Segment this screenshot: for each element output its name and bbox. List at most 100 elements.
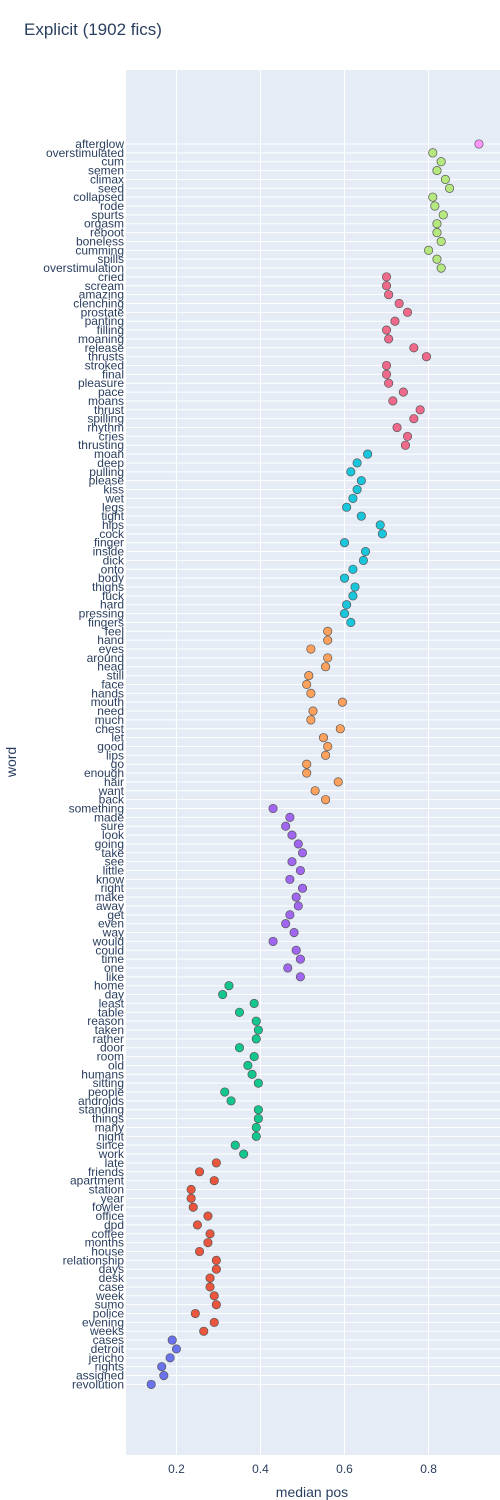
y-tick-label: thrusting	[78, 438, 124, 452]
data-point	[323, 653, 333, 663]
data-point	[224, 981, 234, 991]
y-tick-label: moan	[94, 447, 124, 461]
data-point	[388, 396, 398, 406]
y-axis-title: word	[3, 747, 19, 778]
data-point	[323, 741, 333, 752]
data-point	[281, 821, 291, 831]
data-point	[230, 1140, 240, 1150]
y-tick-label: filling	[97, 323, 124, 337]
y-tick-label: time	[101, 952, 124, 966]
y-tick-label: fingers	[88, 615, 124, 629]
y-tick-label: afterglow	[75, 137, 124, 151]
y-tick-label: apartment	[70, 1174, 125, 1188]
data-point	[285, 874, 295, 884]
y-tick-label: reason	[87, 1014, 124, 1028]
y-tick-label: made	[94, 810, 124, 824]
data-point	[220, 1087, 230, 1097]
y-tick-label: androids	[78, 1094, 124, 1108]
y-tick-label: get	[107, 908, 124, 922]
y-tick-label: sitting	[93, 1076, 124, 1090]
data-point	[445, 183, 455, 193]
data-point	[432, 228, 442, 238]
y-tick-label: weeks	[89, 1324, 124, 1338]
y-tick-label: head	[97, 660, 124, 674]
data-point	[306, 715, 316, 725]
data-point	[428, 148, 438, 158]
y-tick-label: sure	[101, 819, 125, 833]
data-point	[348, 493, 358, 503]
data-point	[348, 564, 358, 574]
data-point	[209, 1176, 219, 1186]
data-point	[251, 1131, 261, 1141]
data-point	[211, 1255, 221, 1265]
y-tick-label: pleasure	[78, 376, 124, 390]
y-tick-label: thighs	[92, 580, 124, 594]
y-tick-label: rather	[93, 1032, 124, 1046]
y-tick-label: stroked	[85, 359, 124, 373]
data-point	[348, 591, 358, 601]
data-point	[297, 883, 308, 893]
data-point	[285, 910, 295, 920]
y-tick-label: release	[85, 341, 125, 355]
y-tick-label: since	[96, 1138, 124, 1152]
y-tick-label: year	[101, 1191, 124, 1205]
y-tick-label: enough	[84, 766, 124, 780]
data-point	[243, 1060, 253, 1070]
data-point	[342, 600, 352, 610]
data-point	[295, 865, 305, 876]
data-point	[281, 919, 291, 929]
data-point	[400, 440, 410, 450]
data-point	[283, 963, 293, 973]
y-tick-label: cries	[99, 429, 124, 443]
y-tick-label: like	[106, 970, 124, 984]
y-tick-label: going	[95, 837, 124, 851]
data-point	[363, 449, 373, 459]
y-tick-label: onto	[101, 562, 125, 576]
y-tick-label: one	[104, 961, 124, 975]
data-point	[352, 484, 362, 495]
y-tick-label: old	[108, 1058, 124, 1072]
data-point	[253, 1114, 263, 1124]
y-tick-label: would	[92, 934, 124, 948]
y-tick-label: day	[105, 988, 124, 1002]
data-point	[171, 1344, 181, 1354]
y-tick-label: least	[99, 996, 125, 1010]
y-tick-label: scream	[85, 279, 124, 293]
y-tick-label: friends	[88, 1165, 124, 1179]
y-tick-label: could	[95, 943, 124, 957]
data-point	[474, 139, 484, 149]
data-point	[306, 644, 316, 654]
y-tick-label: way	[102, 926, 124, 940]
data-point	[432, 254, 442, 264]
y-tick-label: late	[105, 1156, 125, 1170]
data-point	[289, 927, 299, 938]
y-tick-label: orgasm	[84, 217, 124, 231]
data-point	[398, 387, 408, 397]
y-tick-label: night	[98, 1129, 125, 1143]
y-tick-label: things	[92, 1112, 124, 1126]
y-tick-label: semen	[88, 164, 124, 178]
y-tick-label: know	[96, 872, 124, 886]
data-point	[308, 706, 318, 716]
y-tick-label: hands	[91, 686, 124, 700]
y-tick-label: hand	[97, 633, 124, 647]
data-point	[310, 786, 320, 796]
data-point	[436, 263, 446, 273]
y-tick-label: cried	[98, 270, 124, 284]
y-gridlines	[126, 143, 500, 1385]
y-tick-label: people	[88, 1085, 124, 1099]
y-tick-label: away	[96, 899, 124, 913]
data-point	[251, 1122, 261, 1133]
y-tick-label: spilling	[87, 412, 124, 426]
y-tick-label: make	[95, 890, 125, 904]
y-tick-label: tight	[101, 509, 124, 523]
y-tick-label: fuck	[102, 589, 125, 603]
y-tick-label: police	[93, 1307, 125, 1321]
y-tick-label: revolution	[72, 1377, 124, 1391]
data-point	[428, 192, 438, 202]
x-tick-labels: 0.2 0.4 0.6 0.8	[168, 1462, 437, 1476]
y-tick-label: fowler	[92, 1200, 124, 1214]
data-point	[293, 839, 303, 849]
y-tick-label: face	[101, 677, 124, 691]
